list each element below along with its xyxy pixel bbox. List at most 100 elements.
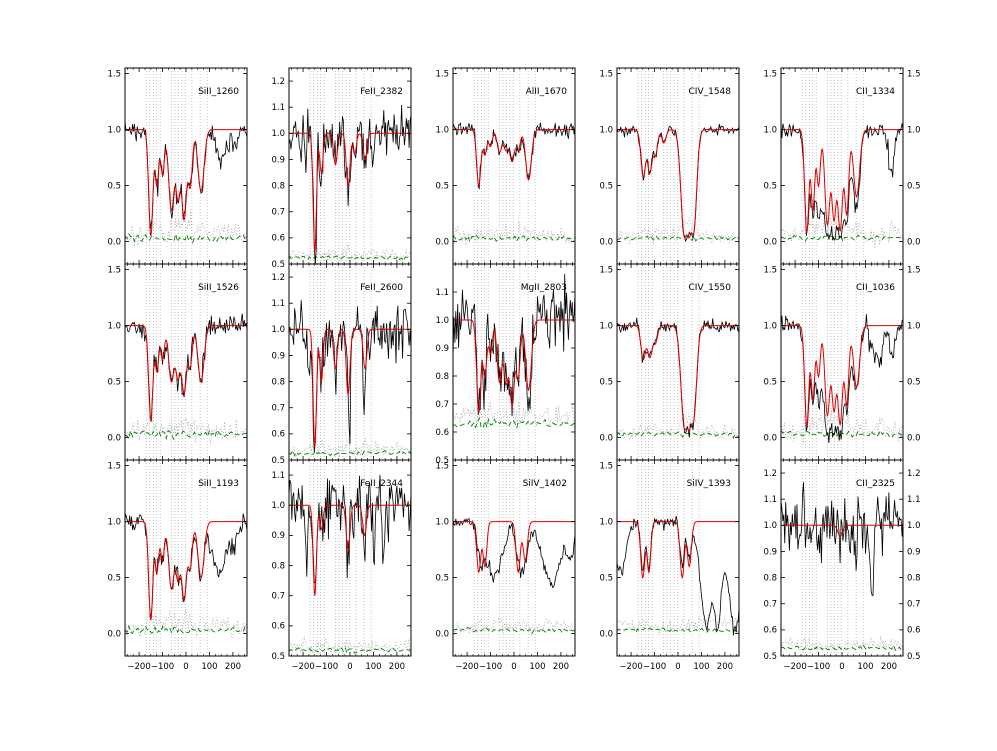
y-tick-label: 0.9 [271,351,285,361]
x-tick-label: −100 [807,662,830,672]
spectrum-line [288,474,412,584]
x-tick-label: 0 [839,662,844,672]
panel-label: FeII_2600 [360,283,403,293]
y-tick-label: 0.5 [107,377,121,387]
panel-label: SiIV_1402 [523,479,567,489]
panel-background [617,68,739,264]
error-level-line [780,234,904,243]
y-tick-label: 1.0 [763,521,777,531]
error-level-line [616,431,740,439]
y-tick-label: 1.5 [599,69,613,79]
y-tick-label-right: 0.0 [907,433,921,443]
y-tick-label: 1.1 [271,103,285,113]
y-tick-label-right: 1.5 [907,69,921,79]
y-tick-label: 1.1 [271,471,285,481]
y-tick-label: 0.6 [271,430,285,440]
y-tick-label: 1.5 [107,265,121,275]
model-fit-line [781,129,903,233]
spectrum-line [452,517,576,589]
model-fit-line [125,325,247,421]
y-tick-label-right: 1.0 [907,521,921,531]
y-tick-label: 0.9 [763,547,777,557]
y-tick-label: 1.5 [435,69,449,79]
y-tick-label: 0.7 [271,404,285,414]
y-tick-label: 0.6 [763,626,777,636]
panel-FeII_2600: 0.5 0.6 0.7 0.8 0.9 1.0 1.1 1.2 FeII_2600 [271,263,412,466]
y-tick-label: 0.6 [435,428,449,438]
y-tick-label: 0.0 [599,237,613,247]
panel-CII_1036: 0.0 0.0 0.5 0.5 1.0 1.0 1.5 1.5 CII_1036 [763,263,921,461]
noise-array-line [616,611,740,636]
panel-SiIV_1393: −200 −100 0 100 200 0.0 0.5 1.0 1.5 SiIV_1393 [599,459,740,672]
x-tick-label: −200 [455,662,478,672]
y-tick-label-right: 0.0 [907,237,921,247]
panel-label: FeII_2382 [360,87,403,97]
y-tick-label: 0.8 [435,372,449,382]
spectrum-line [452,273,576,417]
x-tick-label: 0 [511,662,516,672]
y-tick-label: 0.5 [763,652,777,662]
error-level-line [780,644,904,651]
panel-FeII_2344: −200 −100 0 100 200 0.5 0.6 0.7 0.8 0.9 1.0 1.1 FeII… [271,459,412,672]
spectrum-line [780,482,904,597]
noise-array-line [780,213,904,249]
error-level-line [288,646,412,655]
x-tick-label: 100 [365,662,381,672]
y-tick-label: 1.0 [271,129,285,139]
noise-array-line [288,636,412,655]
x-tick-label: 0 [675,662,680,672]
y-tick-label: 0.7 [763,600,777,610]
error-level-line [616,235,740,242]
y-tick-label: 0.5 [271,652,285,662]
model-fit-line [453,319,575,413]
x-tick-label: 200 [553,662,569,672]
panel-background [617,460,739,656]
spectrum-line [288,104,412,265]
panel-background [781,68,903,264]
y-tick-label: 0.9 [271,531,285,541]
panel-label: CII_1334 [856,87,895,97]
y-tick-label-right: 1.5 [907,265,921,275]
y-tick-label: 1.0 [435,125,449,135]
x-tick-label: −200 [291,662,314,672]
spectrum-line [780,123,904,242]
y-tick-label: 0.5 [435,573,449,583]
error-level-line [616,627,740,634]
model-fit-line [617,129,739,239]
panel-background [453,264,575,460]
y-tick-label: 1.0 [107,517,121,527]
y-tick-label-right: 0.7 [907,600,921,610]
y-tick-label: 0.5 [435,456,449,466]
model-fit-line [125,521,247,621]
panel-label: FeII_2344 [360,479,403,489]
y-tick-label: 0.6 [271,234,285,244]
y-tick-label: 0.5 [271,260,285,270]
error-level-line [124,429,248,441]
y-tick-label: 1.2 [763,469,777,479]
model-fit-line [617,521,739,580]
y-tick-label: 0.5 [763,377,777,387]
model-fit-line [617,325,739,432]
y-tick-label: 1.0 [271,501,285,511]
y-tick-label: 0.0 [763,433,777,443]
y-tick-label-right: 1.2 [907,469,921,479]
y-tick-label: 0.5 [271,456,285,466]
panel-label: SiII_1193 [198,479,239,489]
x-tick-label: 100 [693,662,709,672]
panel-label: SiIV_1393 [687,479,731,489]
y-tick-label: 1.1 [435,288,449,298]
y-tick-label: 1.1 [763,495,777,505]
y-tick-label: 1.0 [763,321,777,331]
noise-array-line [124,609,248,640]
panel-background [453,68,575,264]
noise-array-line [124,209,248,248]
error-level-line [124,624,248,635]
y-tick-label: 0.8 [271,181,285,191]
panel-SiII_1193: −200 −100 0 100 200 0.0 0.5 1.0 1.5 SiII_1193 [107,459,248,672]
panel-SiIV_1402: −200 −100 0 100 200 0.0 0.5 1.0 1.5 SiIV_1402 [435,459,576,672]
y-tick-label: 0.7 [435,400,449,410]
y-tick-label-right: 0.5 [907,652,921,662]
y-tick-label: 0.5 [435,181,449,191]
y-tick-label: 0.6 [271,622,285,632]
panel-background [617,264,739,460]
